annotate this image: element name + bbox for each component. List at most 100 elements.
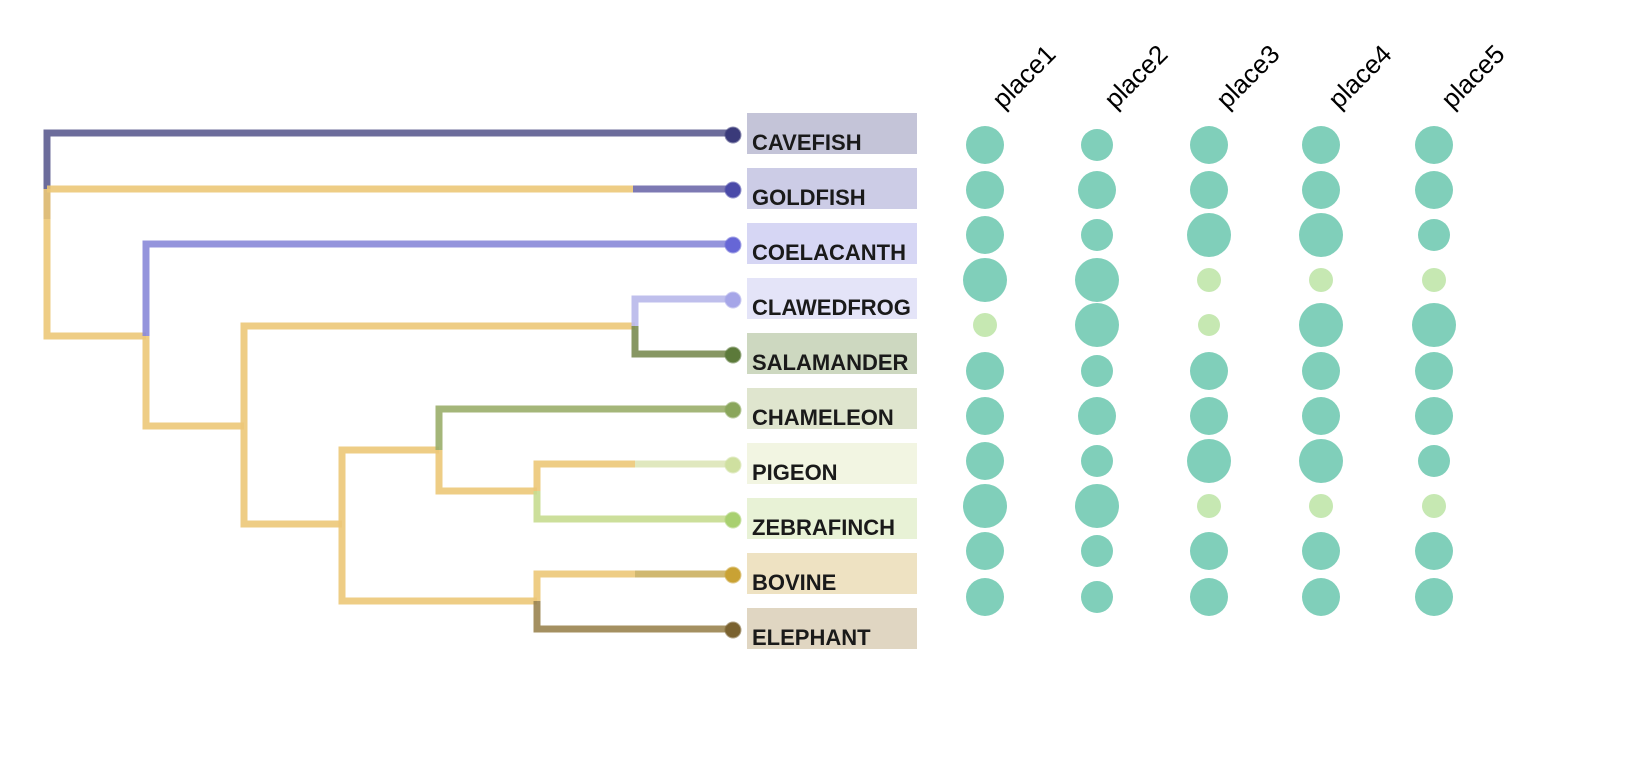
leaf-label: BOVINE xyxy=(752,570,836,595)
column-header: place3 xyxy=(1210,39,1285,114)
leaf-label-background xyxy=(747,333,917,374)
matrix-dot xyxy=(1187,439,1231,483)
tree-branch xyxy=(533,601,733,633)
matrix-dot xyxy=(1197,494,1221,518)
matrix-dot xyxy=(1081,355,1113,387)
leaf-label-background xyxy=(747,388,917,429)
leaf-node xyxy=(724,621,742,639)
matrix-dot xyxy=(1412,303,1456,347)
matrix-dot xyxy=(1081,581,1113,613)
leaf-node xyxy=(724,236,742,254)
tree-branch xyxy=(435,405,733,450)
tree-branch xyxy=(240,426,342,528)
matrix-dot xyxy=(1302,397,1340,435)
matrix-dot xyxy=(1075,484,1119,528)
matrix-dot xyxy=(1081,445,1113,477)
matrix-dot xyxy=(1299,303,1343,347)
matrix-dot xyxy=(1422,494,1446,518)
tree-branch xyxy=(533,460,635,491)
leaf-label-background xyxy=(747,278,917,319)
leaf-nodes xyxy=(724,126,742,639)
leaf-node xyxy=(724,291,742,309)
matrix-dot xyxy=(966,442,1004,480)
dot-matrix xyxy=(963,126,1456,616)
leaf-label-background xyxy=(747,498,917,539)
matrix-dot xyxy=(966,532,1004,570)
leaf-label-background xyxy=(747,168,917,209)
matrix-dot xyxy=(973,313,997,337)
matrix-dot xyxy=(1190,171,1228,209)
matrix-dot xyxy=(966,126,1004,164)
tree-branch xyxy=(435,450,537,495)
leaf-label-background xyxy=(747,223,917,264)
matrix-dot xyxy=(1190,352,1228,390)
tree-branch xyxy=(533,491,733,523)
matrix-dot xyxy=(1081,129,1113,161)
leaf-label: CAVEFISH xyxy=(752,130,862,155)
matrix-dot xyxy=(1418,445,1450,477)
tree-branch xyxy=(338,446,439,524)
leaf-label: PIGEON xyxy=(752,460,838,485)
tree-branch xyxy=(142,336,244,430)
tree-branch xyxy=(240,322,635,426)
column-headers: place1 place2 place3 place4 place5 xyxy=(986,39,1510,114)
leaf-label: CHAMELEON xyxy=(752,405,894,430)
matrix-dot xyxy=(1075,258,1119,302)
matrix-dot xyxy=(1309,268,1333,292)
column-header: place4 xyxy=(1322,39,1397,114)
matrix-dot xyxy=(966,171,1004,209)
matrix-dot xyxy=(1415,126,1453,164)
leaf-node xyxy=(724,126,742,144)
matrix-dot xyxy=(1197,268,1221,292)
matrix-dot xyxy=(1309,494,1333,518)
leaf-label-background xyxy=(747,113,917,154)
tree-branch xyxy=(533,570,635,601)
matrix-dot xyxy=(1302,352,1340,390)
matrix-dot xyxy=(963,258,1007,302)
leaf-node xyxy=(724,511,742,529)
matrix-dot xyxy=(1190,126,1228,164)
matrix-dot xyxy=(1081,535,1113,567)
tree-branch xyxy=(631,326,733,358)
leaf-labels: CAVEFISH GOLDFISH COELACANTH CLAWEDFROG SALA… xyxy=(747,113,917,650)
leaf-label: ZEBRAFINCH xyxy=(752,515,895,540)
matrix-dot xyxy=(1299,439,1343,483)
leaf-node xyxy=(724,181,742,199)
leaf-label-background xyxy=(747,443,917,484)
matrix-dot xyxy=(1415,352,1453,390)
leaf-label: ELEPHANT xyxy=(752,625,871,650)
column-header: place1 xyxy=(986,39,1061,114)
matrix-dot xyxy=(1415,171,1453,209)
matrix-dot xyxy=(966,397,1004,435)
matrix-dot xyxy=(966,352,1004,390)
matrix-dot xyxy=(1078,171,1116,209)
matrix-dot xyxy=(1075,303,1119,347)
matrix-dot xyxy=(963,484,1007,528)
tree-branch xyxy=(142,240,733,336)
matrix-dot xyxy=(1418,219,1450,251)
matrix-dot xyxy=(1302,171,1340,209)
leaf-label: GOLDFISH xyxy=(752,185,866,210)
matrix-dot xyxy=(1302,578,1340,616)
tree-branches xyxy=(43,129,733,633)
leaf-node xyxy=(724,401,742,419)
matrix-dot xyxy=(1415,578,1453,616)
leaf-node xyxy=(724,566,742,584)
matrix-dot xyxy=(1415,532,1453,570)
leaf-label-background xyxy=(747,553,917,594)
matrix-dot xyxy=(966,216,1004,254)
matrix-dot xyxy=(1422,268,1446,292)
matrix-dot xyxy=(1198,314,1220,336)
tree-branch xyxy=(43,129,733,219)
leaf-node xyxy=(724,456,742,474)
tree-branch xyxy=(338,524,537,605)
leaf-label-background xyxy=(747,608,917,649)
matrix-dot xyxy=(1187,213,1231,257)
matrix-dot xyxy=(966,578,1004,616)
matrix-dot xyxy=(1190,397,1228,435)
matrix-dot xyxy=(1078,397,1116,435)
tree-branch xyxy=(43,189,146,340)
matrix-dot xyxy=(1190,532,1228,570)
matrix-dot xyxy=(1299,213,1343,257)
